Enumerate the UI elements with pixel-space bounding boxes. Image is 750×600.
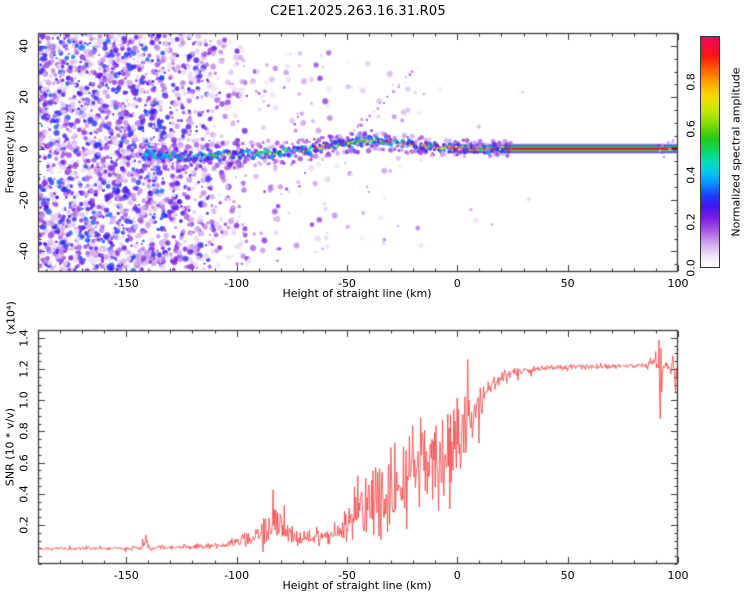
spectrogram-x-tick-label: -100 [224, 277, 250, 290]
snr-x-tick-label: 50 [560, 569, 575, 582]
snr-y-tick-label: 1.2 [17, 360, 31, 378]
spectrogram-x-tick-label: 50 [560, 277, 575, 290]
snr-y-tick-label: 0.8 [17, 422, 31, 441]
colorbar-tick-label: 0.2 [684, 212, 698, 231]
top-yaxis-label: Frequency (Hz) [3, 110, 17, 194]
snr-y-tick-label: 0.4 [17, 485, 31, 503]
colorbar-tick-label: 0.8 [684, 73, 698, 92]
spectrogram-x-tick-label: 100 [667, 277, 689, 290]
spectrogram-x-tick-label: 0 [453, 277, 461, 290]
spectrogram-y-tick-label: 0 [17, 145, 31, 153]
snr-y-tick-label: 1.0 [17, 391, 31, 409]
colorbar-tick-label: 0.0 [684, 259, 698, 277]
top-xaxis-label: Height of straight line (km) [282, 287, 432, 300]
bottom-yaxis-label: SNR (10 * v/v) [3, 407, 17, 487]
snr-x-tick-label: 100 [667, 569, 689, 582]
bottom-xaxis-label: Height of straight line (km) [282, 579, 432, 592]
snr-y-tick-label: 0.2 [17, 516, 31, 534]
colorbar-tick-label: 0.4 [684, 166, 698, 184]
colorbar-label: Normalized spectral amplitude [729, 67, 743, 237]
colorbar [700, 36, 720, 268]
snr-x-tick-label: 0 [453, 569, 461, 582]
snr-y-tick-label: 1.4 [17, 329, 31, 347]
snr-x-tick-label: -100 [224, 569, 250, 582]
figure-title: C2E1.2025.263.16.31.R05 [270, 4, 446, 19]
spectrogram-x-tick-label: -150 [113, 277, 139, 290]
spectrogram-y-tick-label: 40 [17, 38, 31, 53]
spectrogram-x-tick-label: -50 [337, 277, 356, 290]
spectrogram-y-tick-label: 20 [17, 90, 31, 105]
y-scale-note: (x10⁴) [4, 301, 18, 335]
spectrogram-y-tick-label: -40 [17, 242, 31, 261]
colorbar-tick-label: 0.6 [684, 120, 698, 138]
snr-y-tick-label: 0.6 [17, 453, 31, 472]
snr-x-tick-label: -150 [113, 569, 139, 582]
snr-x-tick-label: -50 [337, 569, 356, 582]
spectrogram-y-tick-label: -20 [17, 191, 31, 210]
